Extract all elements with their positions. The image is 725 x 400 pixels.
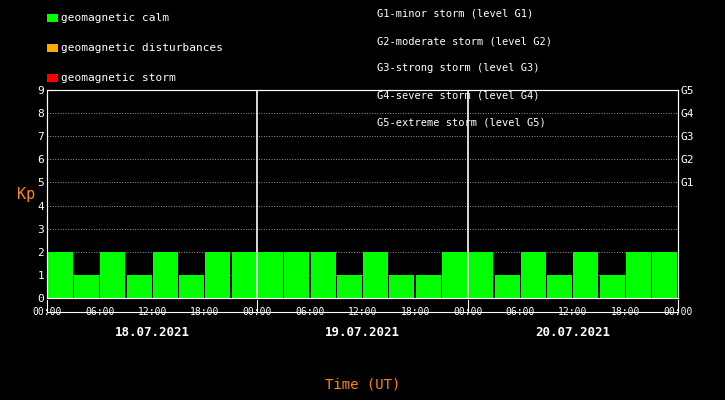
Bar [626,252,651,298]
Y-axis label: Kp: Kp [17,186,36,202]
Bar [363,252,388,298]
Bar [415,275,441,298]
Text: geomagnetic disturbances: geomagnetic disturbances [62,43,223,53]
Bar [442,252,467,298]
Bar [310,252,336,298]
Text: Time (UT): Time (UT) [325,378,400,392]
Text: G3-strong storm (level G3): G3-strong storm (level G3) [377,63,539,73]
Bar [468,252,493,298]
Bar [74,275,99,298]
Bar [652,252,677,298]
Bar [100,252,125,298]
Text: geomagnetic storm: geomagnetic storm [62,73,176,83]
Bar [205,252,231,298]
Bar [547,275,572,298]
Text: G2-moderate storm (level G2): G2-moderate storm (level G2) [377,36,552,46]
Text: geomagnetic calm: geomagnetic calm [62,13,170,23]
Text: 19.07.2021: 19.07.2021 [325,326,400,339]
Text: G1-minor storm (level G1): G1-minor storm (level G1) [377,9,534,19]
Text: G5-extreme storm (level G5): G5-extreme storm (level G5) [377,118,546,128]
Bar [153,252,178,298]
Bar [573,252,598,298]
Bar [127,275,152,298]
Bar [258,252,283,298]
Text: 18.07.2021: 18.07.2021 [115,326,190,339]
Bar [389,275,415,298]
Bar [284,252,310,298]
Bar [48,252,72,298]
Text: G4-severe storm (level G4): G4-severe storm (level G4) [377,90,539,100]
Bar [600,275,625,298]
Bar [494,275,520,298]
Bar [521,252,546,298]
Bar [337,275,362,298]
Bar [232,252,257,298]
Text: 20.07.2021: 20.07.2021 [535,326,610,339]
Bar [179,275,204,298]
